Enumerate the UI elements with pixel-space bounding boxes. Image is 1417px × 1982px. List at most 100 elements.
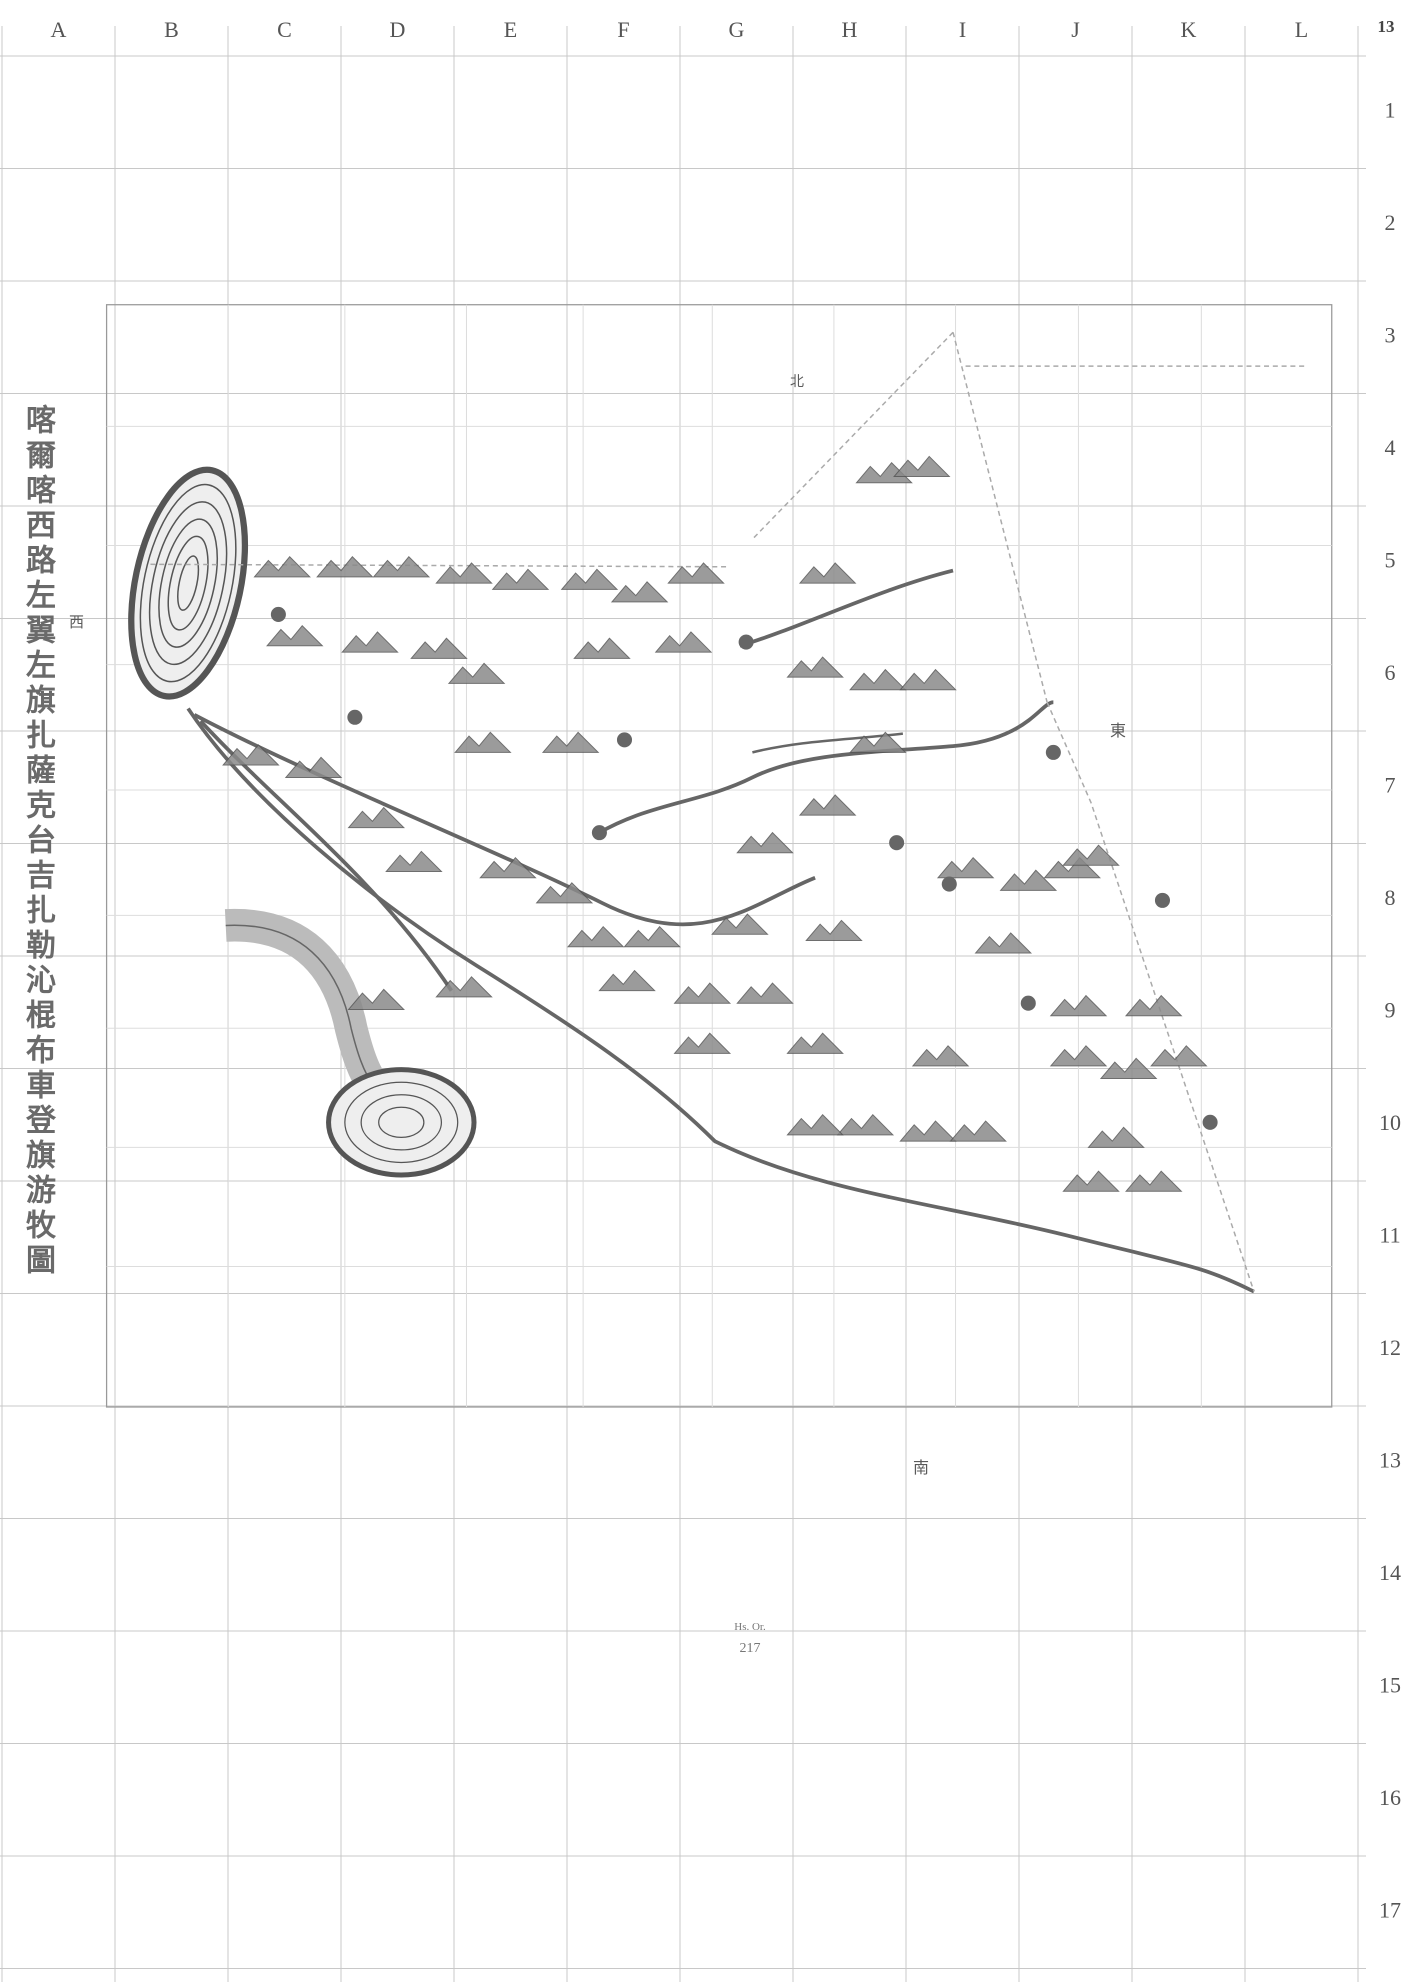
mountain <box>999 869 1058 891</box>
mountains <box>222 455 1208 1192</box>
mountain <box>447 662 506 684</box>
column-label: H <box>842 17 858 42</box>
direction-north: 北 <box>790 374 804 390</box>
mountain <box>805 919 863 942</box>
direction-west: 西 <box>69 613 84 631</box>
mountain <box>454 731 512 753</box>
labels: 西 北 東 南 Hs. Or. 217 <box>69 374 1126 1656</box>
settlement <box>270 606 286 622</box>
map-inner-grid <box>106 304 1332 1407</box>
mountain <box>410 637 468 659</box>
mountain <box>711 913 769 935</box>
settlement <box>591 825 607 841</box>
mountain <box>911 1045 970 1067</box>
column-label: A <box>51 17 67 42</box>
mountain <box>673 1032 732 1054</box>
row-label: 17 <box>1379 1897 1401 1922</box>
mountain <box>1087 1126 1145 1148</box>
mountain <box>435 976 493 998</box>
mountain <box>736 982 794 1004</box>
mountain <box>535 882 594 904</box>
mountain <box>566 925 625 948</box>
mountain <box>736 831 794 854</box>
row-label: 6 <box>1385 660 1396 685</box>
mountain <box>541 731 600 753</box>
shelfmark-number: 217 <box>740 1641 761 1656</box>
column-label: F <box>617 17 629 42</box>
row-label: 8 <box>1385 885 1396 910</box>
mountain <box>479 856 537 879</box>
mountain <box>610 581 669 603</box>
mountain <box>266 624 324 647</box>
row-label: 9 <box>1385 997 1396 1022</box>
lower-lake <box>224 909 477 1178</box>
mountain <box>623 925 681 948</box>
mountain <box>786 656 844 678</box>
mountain <box>560 568 619 590</box>
mountain <box>1062 1170 1120 1192</box>
settlement <box>889 835 905 851</box>
mountain <box>222 744 280 766</box>
settlement <box>941 876 957 892</box>
map-title: 喀爾喀西路左翼左旗扎薩克台吉扎勒沁棍布車登旗游牧圖 <box>20 404 55 1279</box>
row-label: 12 <box>1379 1335 1401 1360</box>
direction-south: 南 <box>913 1458 929 1477</box>
mountain <box>1125 994 1183 1017</box>
mountain <box>435 562 493 584</box>
column-label: C <box>277 17 292 42</box>
row-label: 14 <box>1379 1560 1401 1585</box>
mountain <box>855 461 913 484</box>
mountain <box>1062 844 1120 866</box>
mountain <box>786 1114 844 1136</box>
mountain <box>899 668 957 691</box>
mountain <box>347 988 405 1010</box>
settlement-marks <box>270 606 1218 1130</box>
mountain <box>798 562 857 584</box>
mountain <box>798 794 857 816</box>
settlement <box>1045 744 1061 760</box>
mountain <box>347 806 405 829</box>
mountain <box>899 1120 957 1142</box>
boundary-lines <box>150 331 1305 1292</box>
mountain <box>673 982 732 1004</box>
mountain <box>849 731 907 753</box>
mountain <box>573 637 631 659</box>
settlement <box>1154 892 1170 908</box>
mountain <box>491 568 550 590</box>
map-drawing <box>105 304 1333 1408</box>
row-label: 2 <box>1385 210 1396 235</box>
settlement <box>616 732 633 748</box>
mountain <box>786 1032 844 1054</box>
mountain <box>1150 1045 1208 1067</box>
mountain <box>385 850 443 873</box>
row-label: 4 <box>1385 435 1396 460</box>
settlement <box>1020 995 1036 1011</box>
column-label: B <box>164 17 179 42</box>
settlement <box>347 709 363 725</box>
mountain <box>341 631 399 653</box>
mountain <box>1099 1057 1158 1079</box>
mountain <box>936 856 995 879</box>
settlement <box>738 634 754 650</box>
mountain <box>1049 994 1108 1017</box>
column-label: L <box>1295 17 1308 42</box>
mountain <box>893 455 951 478</box>
mountain <box>667 562 725 584</box>
mountain <box>284 756 343 778</box>
upper-lake <box>128 466 249 700</box>
row-label: 3 <box>1385 322 1396 347</box>
column-label: J <box>1071 17 1080 42</box>
mountain <box>372 556 431 578</box>
column-label: I <box>959 17 966 42</box>
mountain <box>849 668 907 691</box>
mountain <box>836 1114 895 1136</box>
mountain <box>598 969 656 992</box>
column-label: G <box>729 17 745 42</box>
mountain <box>316 556 374 578</box>
row-label: 15 <box>1379 1672 1401 1697</box>
row-label: 7 <box>1385 772 1396 797</box>
settlement <box>1202 1114 1218 1130</box>
row-label: 11 <box>1379 1222 1400 1247</box>
column-label: D <box>390 17 406 42</box>
